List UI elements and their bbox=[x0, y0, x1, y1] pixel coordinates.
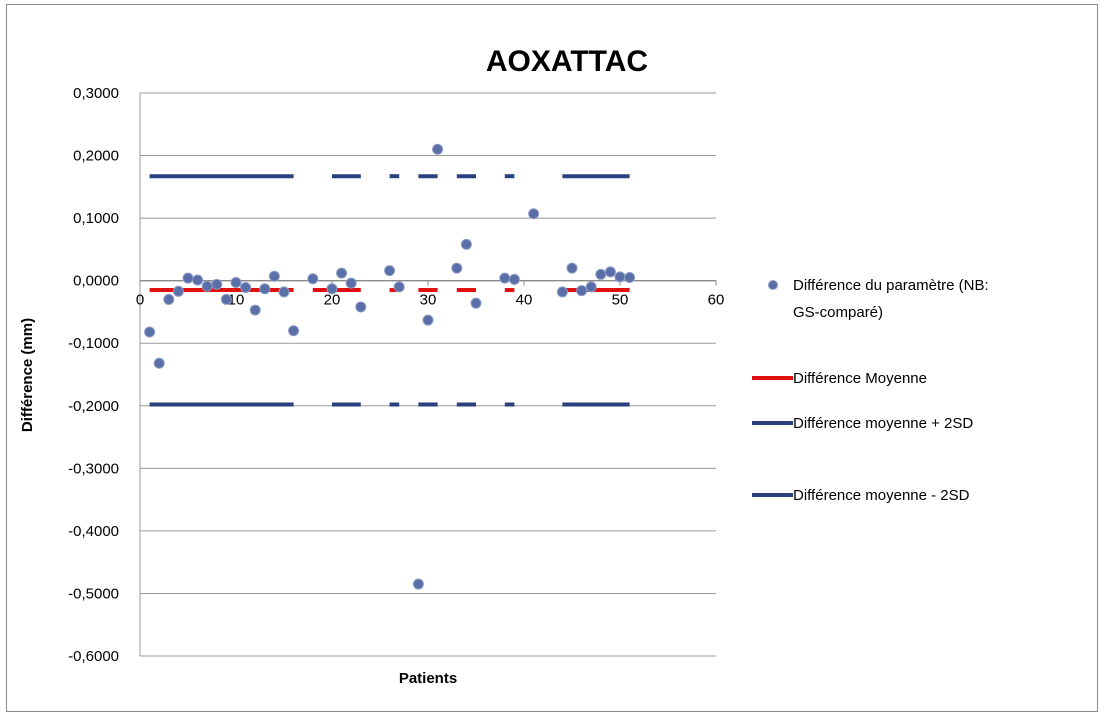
data-point bbox=[604, 266, 616, 278]
x-tick-label: 10 bbox=[228, 292, 245, 309]
data-point bbox=[163, 293, 175, 305]
legend-label: Différence Moyenne bbox=[793, 370, 927, 387]
data-point bbox=[230, 277, 242, 289]
data-point bbox=[172, 285, 184, 297]
data-points bbox=[144, 143, 636, 590]
x-tick-label: 20 bbox=[324, 292, 341, 309]
y-tick-label: 0,2000 bbox=[73, 148, 119, 165]
legend-marker bbox=[768, 280, 778, 290]
y-tick-label: 0,1000 bbox=[73, 210, 119, 227]
y-tick-label: -0,2000 bbox=[68, 398, 119, 415]
data-point bbox=[249, 304, 261, 316]
x-tick-label: 40 bbox=[516, 292, 533, 309]
y-tick-label: -0,3000 bbox=[68, 460, 119, 477]
data-point bbox=[240, 282, 252, 294]
data-point bbox=[595, 268, 607, 280]
data-point bbox=[345, 277, 357, 289]
data-point bbox=[336, 267, 348, 279]
scatter-chart: AOXATTAC 0,3000 0,2000 0,1000 0,0000 -0,1000… bbox=[19, 45, 989, 687]
legend-label: Différence moyenne - 2SD bbox=[793, 487, 970, 504]
data-point bbox=[576, 285, 588, 297]
y-tick-label: -0,6000 bbox=[68, 648, 119, 665]
data-point bbox=[412, 578, 424, 590]
data-point bbox=[144, 326, 156, 338]
legend-label: Différence moyenne + 2SD bbox=[793, 415, 973, 432]
y-tick-label: 0,0000 bbox=[73, 273, 119, 290]
x-tick-label: 60 bbox=[708, 292, 725, 309]
data-point bbox=[182, 272, 194, 284]
y-tick-label: 0,3000 bbox=[73, 85, 119, 102]
data-point bbox=[288, 325, 300, 337]
data-point bbox=[201, 280, 213, 292]
data-point bbox=[566, 262, 578, 274]
data-point bbox=[259, 283, 271, 295]
data-point bbox=[192, 274, 204, 286]
data-point bbox=[556, 286, 568, 298]
legend-label: Différence du paramètre (NB: GS-comparé) bbox=[793, 277, 989, 321]
data-point bbox=[614, 271, 626, 283]
x-tick-label: 0 bbox=[136, 292, 144, 309]
x-tick-label: 50 bbox=[612, 292, 629, 309]
data-point bbox=[153, 357, 165, 369]
y-tick-label: -0,1000 bbox=[68, 335, 119, 352]
data-point bbox=[624, 272, 636, 284]
data-point bbox=[220, 293, 232, 305]
data-point bbox=[451, 262, 463, 274]
data-point bbox=[307, 273, 319, 285]
data-point bbox=[470, 297, 482, 309]
y-tick-label: -0,5000 bbox=[68, 585, 119, 602]
data-point bbox=[528, 208, 540, 220]
legend: Différence du paramètre (NB: GS-comparé) D… bbox=[752, 277, 989, 504]
data-point bbox=[355, 301, 367, 313]
data-point bbox=[460, 238, 472, 250]
data-point bbox=[422, 314, 434, 326]
data-point bbox=[268, 270, 280, 282]
chart-title: AOXATTAC bbox=[486, 45, 648, 78]
data-point bbox=[585, 281, 597, 293]
data-point bbox=[432, 143, 444, 155]
x-tick-label: 30 bbox=[420, 292, 437, 309]
y-tick-label: -0,4000 bbox=[68, 523, 119, 540]
y-axis: 0,3000 0,2000 0,1000 0,0000 -0,1000 -0,2000 -0… bbox=[68, 85, 141, 665]
data-point bbox=[278, 286, 290, 298]
data-point bbox=[211, 278, 223, 290]
data-point bbox=[508, 273, 520, 285]
data-point bbox=[499, 272, 511, 284]
y-axis-title: Différence (mm) bbox=[19, 318, 36, 432]
data-point bbox=[393, 281, 405, 293]
chart-frame: AOXATTAC 0,3000 0,2000 0,1000 0,0000 -0,1000… bbox=[6, 4, 1098, 712]
data-point bbox=[326, 283, 338, 295]
x-axis-title: Patients bbox=[399, 670, 457, 687]
data-point bbox=[384, 265, 396, 277]
